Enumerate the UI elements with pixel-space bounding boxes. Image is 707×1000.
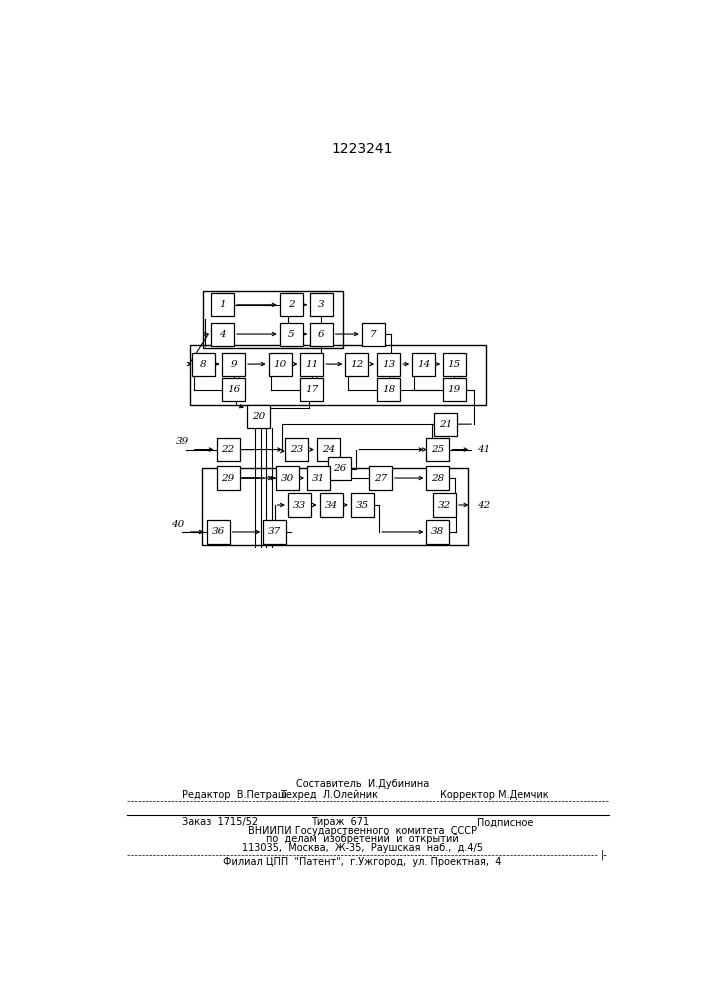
Text: 25: 25 — [431, 445, 445, 454]
Text: 19: 19 — [448, 385, 461, 394]
Text: 13: 13 — [382, 360, 395, 369]
Bar — [443, 378, 466, 401]
Text: |-: |- — [601, 849, 607, 860]
Text: Техред  Л.Олейник: Техред Л.Олейник — [281, 790, 378, 800]
Text: 12: 12 — [350, 360, 363, 369]
Bar — [362, 323, 385, 346]
Text: 10: 10 — [274, 360, 287, 369]
Text: 42: 42 — [477, 500, 490, 510]
Bar — [222, 378, 245, 401]
Text: 11: 11 — [305, 360, 319, 369]
Text: 26: 26 — [333, 464, 346, 473]
Bar — [216, 466, 240, 490]
Text: Заказ  1715/52: Заказ 1715/52 — [182, 817, 257, 827]
Text: 27: 27 — [374, 474, 387, 483]
Bar — [276, 466, 299, 490]
Text: Подписное: Подписное — [477, 817, 533, 827]
Text: Корректор М.Демчик: Корректор М.Демчик — [440, 790, 548, 800]
Bar — [247, 405, 270, 428]
Bar — [345, 353, 368, 376]
Bar — [288, 493, 311, 517]
Bar — [279, 293, 303, 316]
Text: 1: 1 — [219, 300, 226, 309]
Text: Редактор  В.Петраш: Редактор В.Петраш — [182, 790, 286, 800]
Text: 41: 41 — [477, 445, 490, 454]
Bar — [300, 353, 323, 376]
Bar — [317, 438, 340, 461]
Bar — [412, 353, 436, 376]
Bar — [426, 520, 450, 544]
Text: 4: 4 — [219, 330, 226, 339]
Text: 14: 14 — [417, 360, 431, 369]
Text: 31: 31 — [312, 474, 325, 483]
Text: Тираж  671: Тираж 671 — [311, 817, 370, 827]
Text: 17: 17 — [305, 385, 319, 394]
Bar — [279, 323, 303, 346]
Bar — [351, 493, 374, 517]
Bar — [263, 520, 286, 544]
Text: 9: 9 — [230, 360, 237, 369]
Bar — [443, 353, 466, 376]
Bar — [310, 293, 333, 316]
Text: 32: 32 — [438, 500, 451, 510]
Text: 3: 3 — [318, 300, 325, 309]
Bar — [192, 353, 215, 376]
Bar — [211, 293, 234, 316]
Text: Составитель  И.Дубинина: Составитель И.Дубинина — [296, 779, 429, 789]
Text: 40: 40 — [171, 520, 185, 529]
Text: 7: 7 — [370, 330, 377, 339]
Bar — [377, 378, 400, 401]
Text: 30: 30 — [281, 474, 294, 483]
Text: 29: 29 — [221, 474, 235, 483]
Bar — [269, 353, 292, 376]
Bar — [433, 493, 456, 517]
Bar — [285, 438, 308, 461]
Bar — [434, 413, 457, 436]
Text: 2: 2 — [288, 300, 294, 309]
Text: 38: 38 — [431, 527, 445, 536]
Text: 1223241: 1223241 — [332, 142, 393, 156]
Bar — [307, 466, 330, 490]
Text: 21: 21 — [439, 420, 452, 429]
Bar — [201, 468, 467, 545]
Text: 36: 36 — [211, 527, 225, 536]
Text: 6: 6 — [318, 330, 325, 339]
Text: 28: 28 — [431, 474, 445, 483]
Bar — [206, 520, 230, 544]
Text: 18: 18 — [382, 385, 395, 394]
Bar — [222, 353, 245, 376]
Text: 8: 8 — [200, 360, 206, 369]
Text: 5: 5 — [288, 330, 294, 339]
Text: 35: 35 — [356, 500, 369, 510]
Bar — [426, 438, 450, 461]
Bar — [211, 323, 234, 346]
Text: 34: 34 — [325, 500, 338, 510]
Text: по  делам  изобретений  и  открытий: по делам изобретений и открытий — [266, 834, 459, 844]
Text: 33: 33 — [293, 500, 306, 510]
Bar — [369, 466, 392, 490]
Text: 15: 15 — [448, 360, 461, 369]
Text: 20: 20 — [252, 412, 265, 421]
Text: 23: 23 — [290, 445, 303, 454]
Text: 24: 24 — [322, 445, 335, 454]
Text: 37: 37 — [268, 527, 281, 536]
Bar — [216, 438, 240, 461]
Bar — [377, 353, 400, 376]
Text: 39: 39 — [175, 437, 189, 446]
Bar — [310, 323, 333, 346]
Bar — [328, 457, 351, 480]
Text: 16: 16 — [227, 385, 240, 394]
Bar — [189, 345, 486, 405]
Text: 113035,  Москва,  Ж-35,  Раушская  наб.,  д.4/5: 113035, Москва, Ж-35, Раушская наб., д.4… — [242, 843, 483, 853]
Bar — [320, 493, 343, 517]
Text: Филиал ЦПП  "Патент",  г.Ужгород,  ул. Проектная,  4: Филиал ЦПП "Патент", г.Ужгород, ул. Прое… — [223, 857, 501, 867]
Text: ВНИИПИ Государственного  комитета  СССР: ВНИИПИ Государственного комитета СССР — [248, 826, 477, 836]
Bar — [300, 378, 323, 401]
Text: 22: 22 — [221, 445, 235, 454]
Bar — [426, 466, 450, 490]
Bar — [204, 291, 343, 348]
